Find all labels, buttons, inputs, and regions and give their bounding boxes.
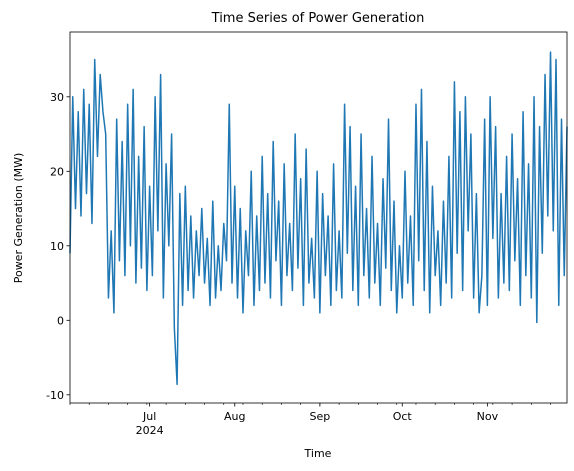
x-tick-label: Nov [477,410,499,423]
x-tick-label: Sep [310,410,331,423]
y-tick-label: 10 [50,240,64,253]
y-tick-label: 0 [57,314,64,327]
x-tick-label: Aug [224,410,245,423]
y-axis-label: Power Generation (MW) [12,153,25,284]
y-tick-label: 30 [50,91,64,104]
y-tick-label: -10 [46,389,64,402]
data-line [69,51,568,386]
y-tick-label: 20 [50,165,64,178]
x-axis-label: Time [304,447,332,460]
x-year-label: 2024 [136,424,164,437]
x-tick-label: Oct [393,410,413,423]
x-tick-label: Jul [142,410,156,423]
chart-title: Time Series of Power Generation [211,11,425,26]
plot-frame [69,31,568,404]
